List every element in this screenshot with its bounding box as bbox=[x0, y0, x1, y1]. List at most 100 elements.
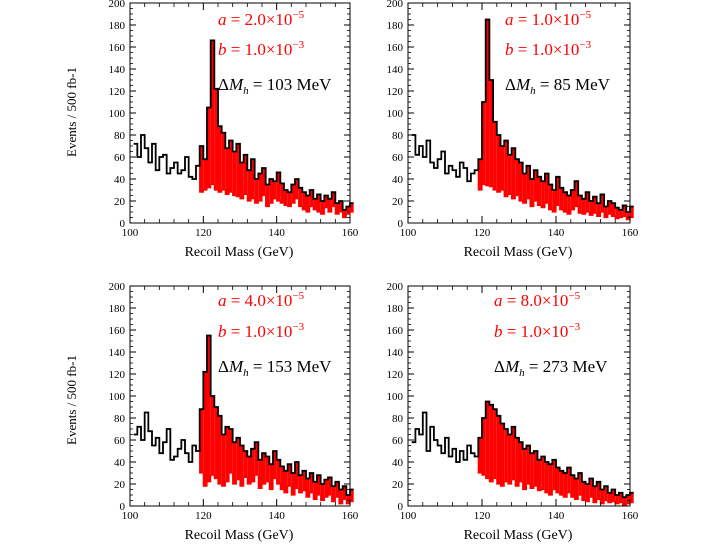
x-axis-label: Recoil Mass (GeV) bbox=[464, 245, 573, 260]
x-axis-label: Recoil Mass (GeV) bbox=[185, 528, 294, 543]
signal-bin bbox=[478, 437, 482, 473]
signal-bin bbox=[574, 478, 579, 500]
signal-bin bbox=[251, 448, 255, 482]
y-tick-label: 40 bbox=[114, 457, 126, 469]
y-tick-label: 60 bbox=[392, 435, 404, 447]
signal-bin bbox=[240, 445, 244, 487]
signal-bin bbox=[331, 192, 336, 207]
signal-bin bbox=[630, 492, 634, 503]
signal-bin bbox=[626, 212, 630, 220]
x-tick-label: 140 bbox=[548, 510, 565, 522]
signal-bin bbox=[265, 456, 270, 482]
signal-bin bbox=[302, 192, 306, 210]
signal-bin bbox=[207, 335, 211, 482]
signal-bin bbox=[578, 195, 582, 214]
signal-bin bbox=[607, 201, 612, 215]
signal-bin bbox=[291, 184, 295, 204]
signal-bin bbox=[210, 396, 215, 476]
signal-bin bbox=[229, 429, 233, 473]
y-tick-label: 100 bbox=[109, 391, 126, 403]
y-tick-label: 140 bbox=[109, 347, 126, 359]
annotation-a-value: 8.0 bbox=[521, 291, 542, 310]
x-tick-label: 140 bbox=[268, 227, 285, 239]
signal-bin bbox=[519, 442, 523, 482]
signal-bin bbox=[328, 198, 332, 212]
signal-bin bbox=[585, 192, 590, 212]
annotation-b-exponent: −3 bbox=[292, 321, 304, 333]
signal-bin bbox=[530, 453, 534, 489]
signal-bin bbox=[265, 184, 270, 207]
signal-bin bbox=[331, 486, 336, 502]
signal-bin bbox=[615, 207, 619, 219]
annotation-delta-mh: ΔMh = 85 MeV bbox=[505, 75, 611, 97]
signal-bin bbox=[563, 192, 568, 212]
signal-bin bbox=[309, 190, 314, 207]
signal-bin bbox=[284, 470, 288, 493]
y-tick-label: 80 bbox=[114, 413, 126, 425]
signal-bin bbox=[559, 187, 564, 210]
annotation-b-value: 1.0 bbox=[245, 322, 266, 341]
signal-bin bbox=[291, 473, 295, 495]
y-tick-label: 160 bbox=[109, 42, 126, 54]
signal-bin bbox=[533, 170, 538, 201]
signal-bin bbox=[537, 176, 542, 206]
signal-bin bbox=[626, 495, 630, 504]
y-tick-label: 140 bbox=[109, 64, 126, 76]
y-tick-label: 120 bbox=[109, 369, 126, 381]
signal-bin bbox=[203, 371, 207, 487]
signal-bin bbox=[295, 462, 299, 489]
total-histogram-line bbox=[411, 400, 634, 499]
histogram-plot: 0 20 40 60 80 100 120 140 160 180 200 100 120 140 160 bbox=[109, 281, 359, 522]
signal-bin bbox=[489, 80, 494, 187]
signal-bin bbox=[581, 198, 586, 215]
y-tick-label: 100 bbox=[109, 108, 126, 120]
signal-bin bbox=[500, 423, 505, 487]
signal-bin bbox=[342, 209, 347, 218]
annotation-b-value: 1.0 bbox=[532, 40, 553, 59]
signal-bin bbox=[615, 495, 619, 504]
signal-bin bbox=[618, 209, 623, 218]
signal-bin bbox=[522, 173, 527, 204]
signal-bin bbox=[350, 489, 354, 502]
y-tick-label: 200 bbox=[109, 0, 126, 10]
annotation-a: a = 2.0×10−5 bbox=[218, 9, 305, 29]
signal-bin bbox=[604, 486, 608, 501]
signal-bin bbox=[350, 203, 354, 212]
x-tick-label: 100 bbox=[400, 510, 417, 522]
signal-bin bbox=[489, 404, 494, 482]
signal-bin bbox=[306, 195, 310, 212]
x-axis-label: Recoil Mass (GeV) bbox=[464, 528, 573, 543]
signal-bin bbox=[258, 459, 262, 489]
annotation-b: b = 1.0×10−3 bbox=[218, 39, 305, 59]
annotation-a-value: 4.0 bbox=[245, 291, 266, 310]
signal-bin bbox=[600, 194, 605, 212]
signal-bin bbox=[273, 451, 277, 479]
signal-bin bbox=[302, 470, 306, 491]
signal-bin bbox=[511, 426, 516, 480]
signal-bin bbox=[548, 464, 553, 495]
histogram-plot: 0 20 40 60 80 100 120 140 160 180 200 100 120 140 160 bbox=[387, 0, 639, 239]
x-tick-label: 160 bbox=[622, 510, 639, 522]
annotation-a-exponent: −5 bbox=[579, 9, 591, 21]
y-tick-label: 120 bbox=[387, 369, 404, 381]
y-tick-label: 60 bbox=[114, 152, 126, 164]
y-tick-label: 60 bbox=[392, 152, 404, 164]
signal-bin bbox=[236, 143, 240, 197]
y-tick-label: 180 bbox=[109, 20, 126, 32]
annotation-a: a = 1.0×10−5 bbox=[505, 9, 592, 29]
signal-bin bbox=[589, 478, 593, 498]
signal-bin bbox=[342, 486, 347, 500]
signal-bin bbox=[596, 203, 601, 217]
signal-bin bbox=[622, 205, 627, 217]
x-tick-label: 120 bbox=[474, 510, 491, 522]
signal-bin bbox=[618, 492, 623, 503]
x-tick-label: 100 bbox=[122, 510, 139, 522]
signal-bin bbox=[478, 159, 482, 190]
signal-bin bbox=[240, 162, 244, 199]
y-tick-label: 0 bbox=[120, 218, 126, 230]
signal-bin bbox=[346, 206, 350, 215]
